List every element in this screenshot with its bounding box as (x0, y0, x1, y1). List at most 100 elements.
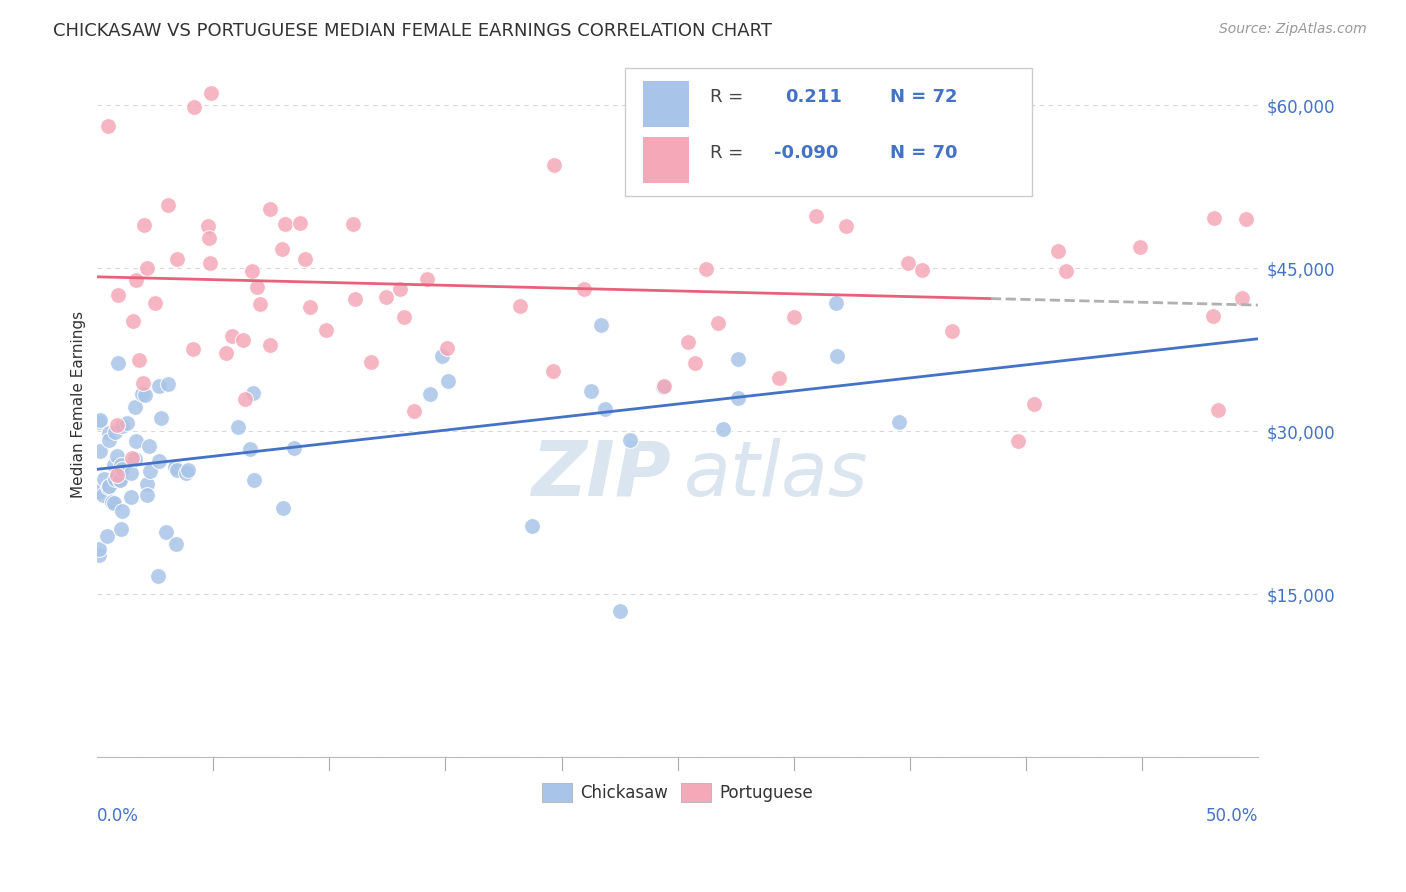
Point (1007, 434, 1029, 448)
Point (1234, 212, 1257, 227)
Text: R =: R = (710, 87, 744, 105)
Point (134, 388, 156, 402)
Point (98, 433, 121, 447)
Point (243, 473, 266, 487)
Point (232, 333, 254, 347)
Point (226, 420, 249, 434)
Point (131, 387, 153, 401)
Point (197, 231, 219, 245)
Point (105, 418, 128, 433)
Point (120, 466, 142, 480)
Point (174, 466, 197, 480)
Point (132, 219, 155, 233)
Point (91, 488, 114, 502)
Point (124, 434, 146, 449)
Point (139, 464, 162, 478)
Point (156, 377, 179, 392)
Point (148, 379, 170, 393)
Point (115, 416, 138, 430)
Point (138, 440, 160, 454)
Point (1129, 240, 1152, 254)
Point (271, 243, 294, 257)
Point (1230, 291, 1253, 305)
Legend: Chickasaw, Portuguese: Chickasaw, Portuguese (536, 777, 820, 809)
FancyBboxPatch shape (643, 80, 689, 127)
Point (591, 318, 613, 333)
Point (619, 434, 641, 448)
Point (221, 329, 243, 343)
Point (107, 287, 129, 301)
Point (419, 387, 441, 401)
Point (1202, 309, 1225, 323)
Point (148, 454, 170, 468)
Point (135, 477, 157, 491)
Point (897, 256, 920, 270)
Point (242, 264, 264, 278)
Point (436, 342, 458, 356)
Point (707, 316, 730, 330)
Point (298, 300, 321, 314)
Text: 0.211: 0.211 (786, 87, 842, 105)
Point (652, 380, 675, 394)
Point (183, 343, 205, 357)
Point (128, 353, 150, 368)
Point (149, 411, 172, 425)
Point (1054, 263, 1077, 277)
Point (695, 261, 717, 276)
Point (283, 442, 305, 456)
Point (249, 297, 271, 311)
Point (122, 314, 145, 328)
Text: ZIP: ZIP (531, 438, 672, 512)
Point (166, 252, 188, 267)
Point (239, 442, 262, 456)
Point (911, 263, 934, 277)
Point (124, 400, 146, 414)
Point (835, 219, 858, 233)
Point (288, 216, 311, 230)
Point (197, 219, 219, 233)
Point (294, 252, 316, 266)
Point (1047, 244, 1070, 259)
Point (579, 384, 602, 399)
Text: -0.090: -0.090 (773, 145, 838, 162)
Point (1204, 211, 1226, 225)
Point (156, 197, 179, 211)
Point (121, 450, 143, 465)
Point (360, 354, 382, 368)
Point (509, 299, 531, 313)
Point (259, 202, 281, 216)
Point (609, 604, 631, 618)
Point (110, 522, 132, 536)
FancyBboxPatch shape (626, 69, 1032, 195)
Point (783, 310, 806, 325)
Point (87, 483, 110, 498)
Point (768, 371, 790, 385)
Point (97, 120, 120, 134)
Point (101, 495, 124, 509)
Point (713, 422, 735, 436)
Point (520, 519, 543, 533)
Point (825, 296, 848, 310)
Text: N = 72: N = 72 (890, 87, 957, 105)
FancyBboxPatch shape (643, 137, 689, 183)
Point (132, 376, 155, 390)
Text: R =: R = (710, 145, 744, 162)
Point (183, 100, 205, 114)
Point (93, 472, 115, 486)
Point (215, 346, 238, 360)
Point (404, 404, 426, 418)
Point (89, 444, 111, 458)
Point (98, 479, 121, 493)
Point (87, 415, 110, 429)
Point (652, 378, 675, 392)
Point (543, 157, 565, 171)
Point (572, 282, 595, 296)
Point (389, 282, 412, 296)
Point (105, 467, 128, 482)
Point (124, 452, 146, 467)
Point (1208, 403, 1230, 417)
Point (96, 529, 118, 543)
Point (107, 356, 129, 370)
Point (97, 480, 120, 494)
Text: N = 70: N = 70 (890, 145, 957, 162)
